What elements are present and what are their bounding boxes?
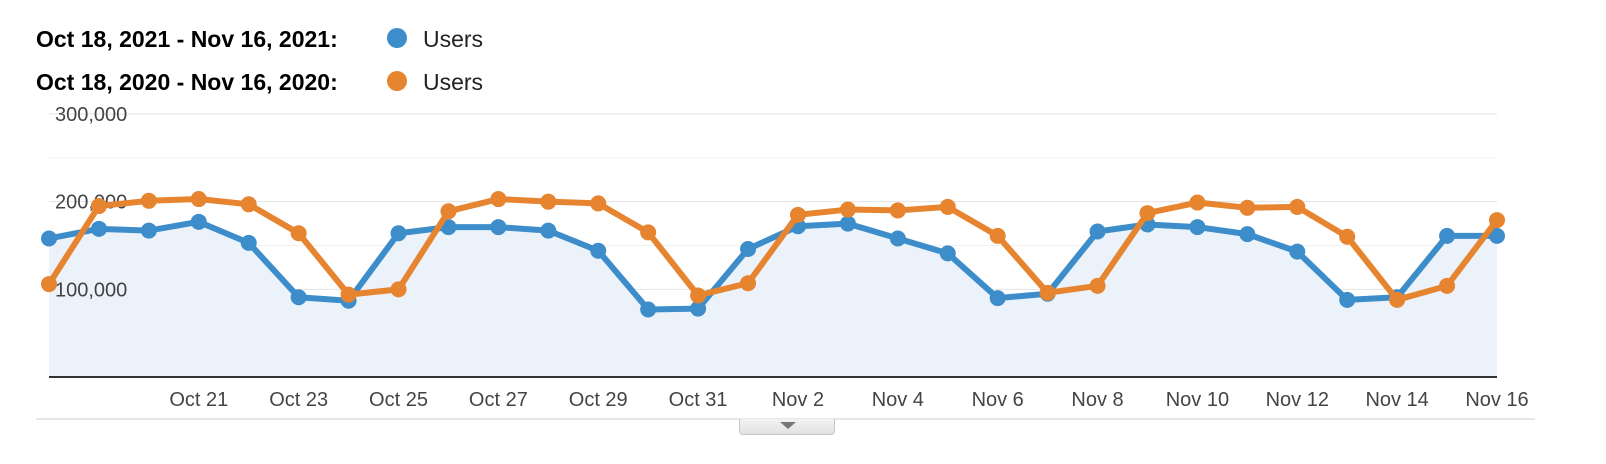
data-point-current	[190, 213, 207, 230]
data-point-current	[989, 290, 1006, 307]
data-point-previous	[1489, 212, 1505, 229]
data-point-current	[1289, 243, 1306, 260]
x-tick-label: Oct 21	[169, 389, 228, 411]
data-point-current	[1439, 227, 1456, 244]
data-point-previous	[989, 227, 1006, 244]
data-point-previous	[939, 198, 956, 215]
chevron-down-icon	[780, 422, 796, 429]
data-point-current	[839, 215, 856, 232]
x-tick-label: Nov 14	[1365, 389, 1428, 411]
data-point-current	[90, 220, 107, 237]
series-line-previous	[46, 196, 1500, 303]
data-point-previous	[690, 287, 707, 304]
data-point-previous	[1039, 284, 1056, 301]
data-point-current	[1489, 227, 1505, 244]
series-line-current	[46, 218, 1500, 313]
data-point-previous	[889, 202, 906, 219]
data-point-current	[290, 289, 307, 306]
legend-range-current: Oct 18, 2021 - Nov 16, 2021:	[36, 26, 338, 52]
x-tick-label: Oct 23	[269, 389, 328, 411]
data-point-previous	[1439, 277, 1456, 294]
y-tick-label: 100,000	[55, 279, 127, 301]
data-point-current	[390, 225, 407, 242]
x-tick-label: Nov 6	[972, 389, 1024, 411]
x-tick-label: Oct 31	[669, 389, 728, 411]
data-point-previous	[1289, 198, 1306, 215]
data-point-previous	[490, 191, 507, 208]
x-tick-label: Oct 29	[569, 389, 628, 411]
y-tick-label: 200,000	[55, 192, 127, 214]
data-point-previous	[240, 196, 257, 213]
data-point-current	[939, 245, 956, 262]
series-area-current	[49, 221, 1497, 377]
x-tick-label: Nov 10	[1166, 389, 1229, 411]
data-point-previous	[340, 286, 357, 303]
data-point-previous	[41, 276, 57, 293]
data-point-previous	[1389, 291, 1406, 308]
data-point-previous	[440, 203, 457, 220]
legend-dot-current	[387, 28, 407, 48]
x-tick-label: Nov 8	[1071, 389, 1123, 411]
data-point-current	[1089, 223, 1106, 240]
legend-dot-previous	[387, 71, 407, 91]
data-point-previous	[1239, 199, 1256, 216]
data-point-current	[889, 230, 906, 247]
data-point-previous	[90, 198, 107, 215]
data-point-current	[1239, 226, 1256, 243]
data-point-previous	[590, 195, 607, 212]
data-point-previous	[789, 206, 806, 223]
data-point-current	[240, 234, 257, 251]
data-point-previous	[540, 193, 557, 210]
y-tick-label: 300,000	[55, 104, 127, 126]
data-point-current	[1189, 219, 1206, 236]
data-point-current	[140, 222, 157, 239]
data-point-previous	[839, 201, 856, 218]
x-tick-label: Nov 2	[772, 389, 824, 411]
x-tick-label: Nov 12	[1266, 389, 1329, 411]
data-point-previous	[390, 281, 407, 298]
data-point-previous	[1089, 277, 1106, 294]
data-point-current	[590, 242, 607, 259]
data-point-current	[490, 219, 507, 236]
data-point-current	[540, 222, 557, 239]
data-point-previous	[290, 225, 307, 242]
legend-range-previous: Oct 18, 2020 - Nov 16, 2020:	[36, 69, 338, 95]
data-point-previous	[740, 275, 757, 292]
chart-expand-toggle[interactable]	[739, 419, 835, 435]
data-point-current	[640, 301, 657, 318]
data-point-previous	[190, 191, 207, 208]
data-point-current	[690, 300, 707, 317]
x-tick-label: Nov 16	[1465, 389, 1528, 411]
x-tick-label: Oct 27	[469, 389, 528, 411]
x-tick-label: Oct 25	[369, 389, 428, 411]
data-point-previous	[1189, 194, 1206, 211]
data-point-previous	[1339, 228, 1356, 245]
x-tick-label: Nov 4	[872, 389, 924, 411]
data-point-previous	[1139, 205, 1156, 222]
data-point-current	[41, 230, 57, 247]
legend-series-previous: Users	[423, 69, 484, 95]
data-point-previous	[140, 192, 157, 209]
data-point-current	[740, 241, 757, 258]
data-point-previous	[640, 224, 657, 241]
legend-series-current: Users	[423, 26, 484, 52]
data-point-current	[1339, 291, 1356, 308]
